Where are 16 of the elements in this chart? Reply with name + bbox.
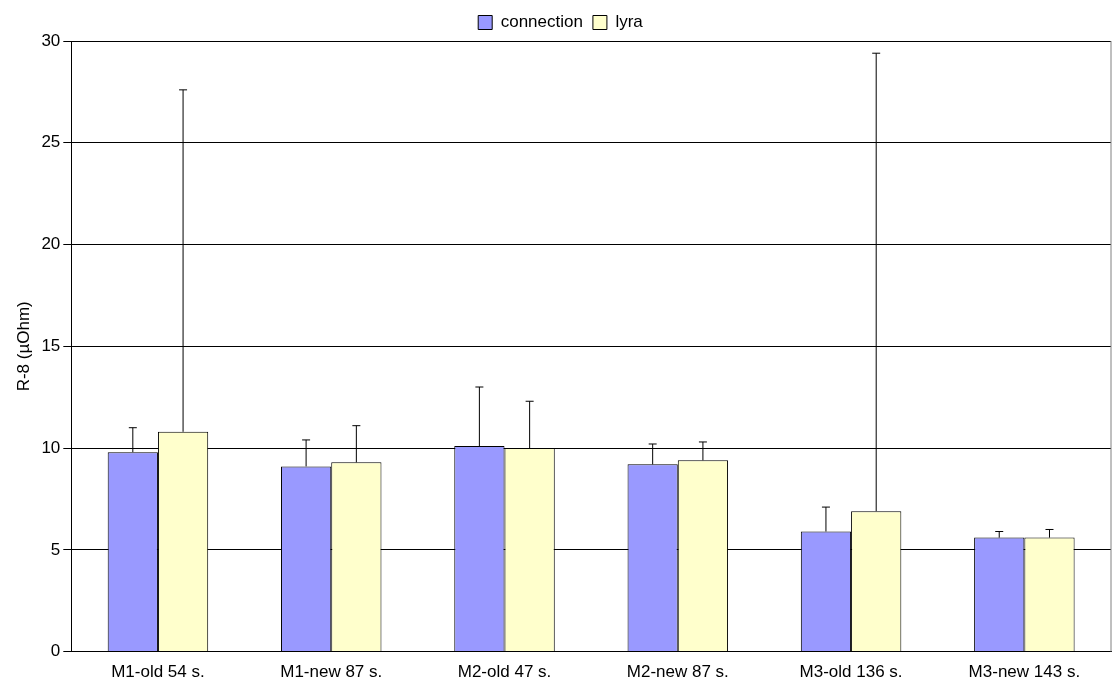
y-tick-label: 0 (50, 641, 61, 661)
y-tick-label: 20 (41, 234, 61, 254)
y-tick-label: 30 (41, 30, 61, 50)
y-tick-label: 15 (41, 335, 61, 355)
y-tick-label: 5 (50, 539, 61, 559)
legend-label: lyra (615, 12, 644, 32)
x-tick-label: M2-old 47 s. (457, 662, 552, 682)
x-tick-label: M1-old 54 s. (111, 662, 205, 682)
x-tick-label: M1-new 87 s. (280, 662, 383, 682)
x-tick-label: M2-new 87 s. (626, 662, 729, 682)
legend-label: connection (500, 12, 583, 32)
x-tick-label: M3-old 136 s. (799, 662, 903, 682)
y-axis-title: R-8 (µOhm) (13, 301, 33, 392)
y-tick-label: 25 (41, 132, 61, 152)
y-tick-label: 10 (41, 437, 61, 457)
x-tick-label: M3-new 143 s. (968, 662, 1081, 682)
